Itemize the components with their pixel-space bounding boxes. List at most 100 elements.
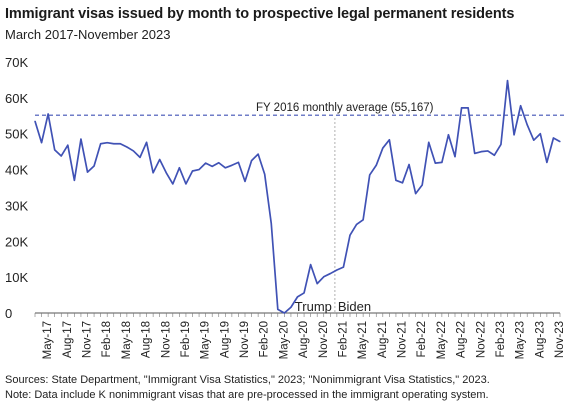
y-tick-label: 10K [5,270,28,285]
x-tick-label: Feb-21 [337,321,349,357]
x-tick-label: Aug-19 [219,321,231,358]
data-point [191,170,194,172]
data-point [382,147,384,149]
data-point [178,167,180,169]
data-point [250,160,253,162]
data-point [172,183,174,185]
data-point [93,165,95,167]
y-tick-label: 70K [5,55,28,70]
x-tick-label: Feb-22 [416,321,428,357]
x-tick-label: May-17 [42,321,54,359]
data-point [67,144,69,146]
data-point [237,161,240,163]
data-point [323,276,325,278]
x-tick-label: Nov-21 [397,321,409,358]
data-point [506,80,509,82]
data-point [441,161,443,163]
data-point [342,266,345,268]
data-point [100,143,102,145]
x-tick-label: Feb-19 [180,321,192,357]
data-point [211,165,213,167]
data-point [421,184,423,186]
data-point [500,143,502,146]
y-tick-label: 60K [5,91,28,106]
data-point [395,179,397,181]
data-point [145,141,148,143]
data-point [336,269,338,271]
reference-line-label: FY 2016 monthly average (55,167) [256,102,434,114]
data-point [329,272,331,275]
data-point [152,172,154,174]
data-point [493,154,495,156]
data-point [369,174,371,176]
data-point [264,173,266,175]
x-tick-label: Feb-20 [259,321,271,357]
data-point [34,120,36,122]
data-note: Note: Data include K nonimmigrant visas … [5,389,489,401]
data-point [454,156,456,158]
data-point [310,263,312,266]
y-tick-label: 50K [5,127,28,142]
data-point [428,141,430,143]
x-tick-label: May-19 [200,321,212,359]
data-point [126,146,128,148]
y-tick-label: 30K [5,198,28,213]
data-point [303,292,305,294]
x-tick-label: May-21 [357,321,369,359]
data-point [460,107,463,109]
data-point [165,172,167,174]
chart-subtitle: March 2017-November 2023 [5,27,171,42]
x-tick-label: Nov-17 [82,321,94,358]
data-point [559,141,561,143]
data-point [270,222,272,224]
data-point [54,149,56,151]
data-point [159,158,161,161]
data-point [198,168,200,171]
data-point [520,105,522,107]
data-point [231,164,233,166]
data-point [513,134,515,136]
x-tick-label: Nov-22 [475,321,487,358]
data-point [296,296,299,298]
data-point [415,192,417,195]
data-point [139,156,141,158]
data-point [119,143,121,145]
data-point [290,306,292,308]
x-tick-label: Aug-23 [534,321,546,358]
x-tick-label: Feb-18 [101,321,113,357]
data-point [480,151,482,153]
data-point [60,155,62,157]
x-tick-label: Aug-20 [298,321,310,358]
data-point [106,142,108,144]
x-tick-label: Nov-19 [239,321,251,358]
data-point [467,107,469,109]
data-point [355,223,358,226]
x-tick-label: Nov-23 [554,321,566,358]
data-point [487,150,489,152]
x-tick-label: May-22 [436,321,448,359]
x-tick-label: May-20 [278,321,290,359]
data-point [434,162,436,164]
data-point [526,124,528,126]
data-point [40,142,43,144]
data-point [132,150,135,152]
data-point [316,282,318,285]
data-point [533,139,535,141]
x-tick-label: Nov-18 [160,321,172,358]
data-point [539,133,541,135]
data-point [474,152,476,155]
y-tick-label: 40K [5,163,28,178]
chart-title: Immigrant visas issued by month to prosp… [5,6,515,22]
source-note: Sources: State Department, "Immigrant Vi… [5,374,490,386]
data-point [546,161,548,163]
y-tick-label: 0 [5,306,12,321]
data-point [205,162,207,164]
data-point [86,171,89,173]
data-point [224,167,226,169]
x-tick-label: Nov-20 [318,321,330,358]
x-tick-label: Aug-18 [141,321,153,358]
data-point [80,138,82,140]
divider-left-label: Trump [295,299,332,314]
data-point [447,134,450,136]
